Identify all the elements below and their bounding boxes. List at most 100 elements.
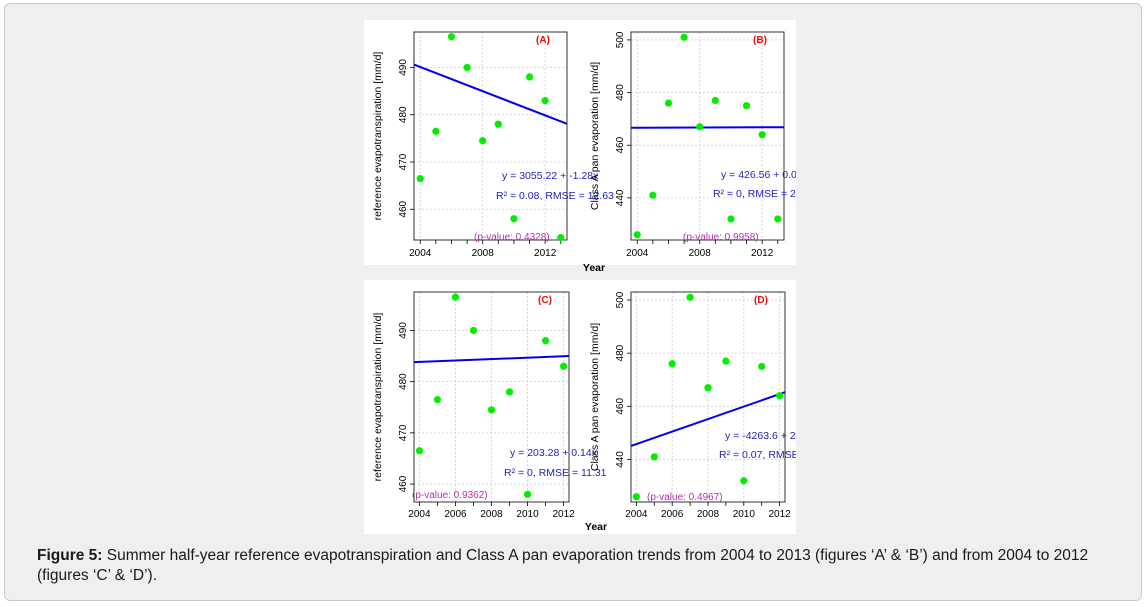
regression-stats: R² = 0, RMSE = 23.94 (713, 188, 796, 200)
panel-c: 2004 2006 2008 2010 2012 460 470 480 490 referenc… (372, 291, 607, 520)
data-point (704, 384, 712, 392)
x-tick-label: 2008 (689, 248, 712, 259)
panel-label: (B) (753, 35, 767, 46)
x-tick-label: 2008 (697, 509, 720, 520)
y-tick-label: 460 (615, 398, 626, 415)
y-tick-label: 460 (615, 136, 626, 153)
x-tick-label: 2012 (769, 509, 792, 520)
regression-line (413, 355, 570, 364)
data-point (742, 102, 751, 110)
x-tick-label: 2004 (409, 248, 432, 259)
regression-stats: R² = 0, RMSE = 11.31 (504, 467, 607, 479)
y-tick-label: 440 (615, 189, 626, 206)
caption-label: Figure 5: (37, 547, 103, 564)
data-point (463, 63, 471, 72)
y-tick-label: 470 (398, 153, 409, 170)
y-tick-label: 480 (398, 373, 409, 390)
data-point (479, 137, 487, 145)
data-point (559, 362, 568, 370)
y-tick-label: 470 (398, 424, 409, 441)
regression-equation: y = -4263.6 + 2.35x (725, 430, 796, 442)
y-tick-label: 460 (398, 475, 409, 492)
x-tick-label: 2004 (408, 509, 431, 520)
regression-stats: R² = 0.07, RMSE = 22.43 (719, 449, 796, 461)
y-axis-label: Class A pan evaporation [mm/d] (589, 62, 601, 210)
data-point (776, 392, 784, 400)
data-point (433, 395, 442, 404)
plot-frame (413, 31, 568, 241)
regression-equation: y = 203.28 + 0.14x (510, 447, 598, 459)
data-point (650, 453, 658, 461)
figure-gap (364, 265, 796, 280)
data-point (541, 96, 549, 105)
data-point (696, 123, 704, 131)
x-tick-label: 2012 (552, 509, 575, 520)
data-point (416, 174, 424, 183)
x-tick-label: 2012 (534, 248, 557, 259)
regression-equation: y = 426.56 + 0.02x (721, 169, 796, 181)
y-tick-label: 460 (398, 200, 409, 217)
data-point (432, 127, 440, 135)
plot-frame (630, 31, 785, 241)
data-point (711, 96, 719, 105)
y-tick-label: 480 (615, 84, 626, 101)
regression-equation: y = 3055.22 + -1.28x (502, 170, 599, 182)
x-tick-label: 2006 (444, 509, 467, 520)
caption-text: Summer half-year reference evapotranspir… (37, 547, 1089, 584)
data-point (722, 357, 730, 365)
x-tick-label: 2004 (625, 509, 648, 520)
x-tick-label: 2008 (472, 248, 495, 259)
data-point (727, 215, 735, 223)
data-point (541, 337, 550, 345)
data-point (525, 73, 534, 81)
data-point (415, 447, 424, 455)
p-value: (p-value: 0.9958) (683, 232, 759, 243)
y-tick-label: 500 (615, 31, 626, 48)
y-tick-label: 490 (398, 59, 409, 76)
data-point (523, 490, 532, 498)
figure-frame: Year Year 2004 2008 2012 460 470 480 490 refere… (4, 3, 1142, 601)
data-point (505, 388, 514, 396)
shared-xlabel-top: Year (583, 262, 605, 274)
shared-xlabel-bottom: Year (585, 521, 607, 533)
y-axis-label: reference evapotranspiration [mm/d] (372, 52, 384, 221)
p-value: (p-value: 0.4967) (647, 492, 723, 503)
y-tick-label: 500 (615, 291, 626, 308)
x-tick-label: 2012 (751, 248, 774, 259)
data-point (680, 33, 688, 41)
regression-line (630, 126, 785, 129)
y-axis-label: Class A pan evaporation [mm/d] (589, 323, 601, 471)
data-point (557, 234, 565, 242)
data-point (758, 131, 766, 139)
data-point (451, 293, 460, 301)
x-tick-label: 2006 (661, 509, 684, 520)
data-point (774, 215, 782, 223)
regression-line (413, 63, 568, 125)
y-axis-label: reference evapotranspiration [mm/d] (372, 313, 384, 482)
panel-label: (D) (754, 295, 768, 306)
data-point (632, 493, 640, 501)
data-point (668, 360, 676, 368)
panel-a: 2004 2008 2012 460 470 480 490 reference evapot… (372, 31, 614, 259)
y-tick-label: 480 (398, 106, 409, 123)
data-point (664, 99, 673, 107)
data-point (494, 120, 502, 128)
panel-label: (A) (536, 35, 550, 46)
data-point (649, 191, 657, 199)
y-tick-label: 490 (398, 322, 409, 339)
data-point (510, 215, 518, 223)
x-tick-label: 2010 (516, 509, 539, 520)
data-point (633, 231, 641, 239)
data-point (447, 33, 456, 41)
regression-line (630, 391, 786, 447)
panel-b: 2004 2008 2012 440 460 480 500 Class A pan evap… (589, 31, 796, 259)
x-tick-label: 2008 (480, 509, 503, 520)
figure-chart-svg: Year Year 2004 2008 2012 460 470 480 490 refere… (364, 20, 796, 534)
p-value: (p-value: 0.4328) (474, 232, 550, 243)
y-tick-label: 480 (615, 344, 626, 361)
regression-stats: R² = 0.08, RMSE = 12.63 (496, 190, 614, 202)
data-point (740, 477, 748, 485)
figure-caption: Figure 5: Summer half-year reference eva… (37, 546, 1127, 586)
y-tick-label: 440 (615, 451, 626, 468)
p-value: (p-value: 0.9362) (412, 490, 488, 501)
